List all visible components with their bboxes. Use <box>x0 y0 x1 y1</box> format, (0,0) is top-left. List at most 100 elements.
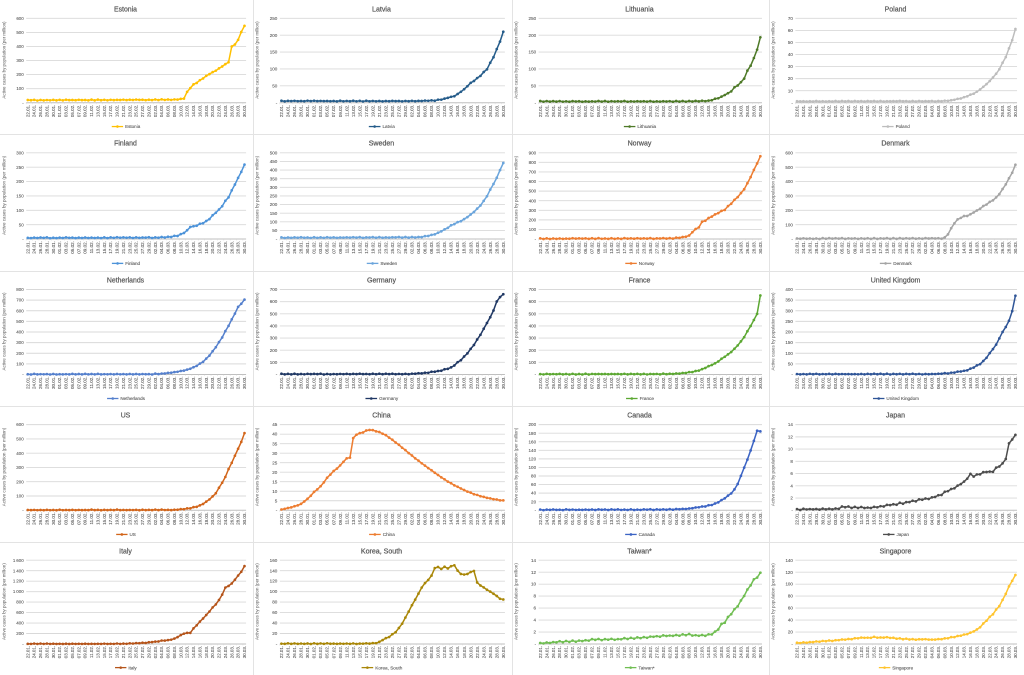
svg-text:35: 35 <box>272 441 278 446</box>
svg-text:12.03.: 12.03. <box>442 646 447 658</box>
svg-text:19.02.: 19.02. <box>370 512 375 525</box>
svg-text:09.02.: 09.02. <box>852 377 857 389</box>
svg-text:180: 180 <box>529 431 537 436</box>
svg-text:Active cases by population (pe: Active cases by population (per million) <box>514 155 519 234</box>
svg-text:19.02.: 19.02. <box>885 105 890 117</box>
svg-text:19.02.: 19.02. <box>628 241 633 254</box>
svg-text:18.03.: 18.03. <box>974 377 979 389</box>
svg-text:25.02.: 25.02. <box>648 241 653 254</box>
svg-text:12.03.: 12.03. <box>700 512 705 525</box>
svg-text:26.01.: 26.01. <box>807 377 812 389</box>
svg-text:50: 50 <box>531 83 537 88</box>
svg-text:15.02.: 15.02. <box>872 512 877 525</box>
svg-text:29.02.: 29.02. <box>661 105 666 117</box>
svg-text:08.03.: 08.03. <box>942 105 947 117</box>
svg-text:500: 500 <box>16 436 24 441</box>
svg-text:12.03.: 12.03. <box>185 512 190 525</box>
svg-text:24.03.: 24.03. <box>223 512 228 525</box>
svg-text:6: 6 <box>534 606 537 611</box>
svg-text:02.03.: 02.03. <box>153 377 158 390</box>
svg-text:09.02.: 09.02. <box>852 646 857 658</box>
svg-text:15.02.: 15.02. <box>102 646 107 658</box>
svg-text:200: 200 <box>785 330 793 335</box>
svg-text:01.02.: 01.02. <box>827 646 832 658</box>
svg-text:15.02.: 15.02. <box>102 377 107 390</box>
svg-text:27.02.: 27.02. <box>140 241 145 254</box>
svg-text:29.02.: 29.02. <box>147 512 152 525</box>
svg-text:19.02.: 19.02. <box>885 377 890 389</box>
svg-text:18.03.: 18.03. <box>974 512 979 525</box>
svg-text:10.03.: 10.03. <box>178 646 183 658</box>
svg-text:07.02.: 07.02. <box>846 105 851 117</box>
svg-text:6: 6 <box>790 471 793 476</box>
svg-text:30.01.: 30.01. <box>51 646 56 658</box>
svg-text:19.02.: 19.02. <box>885 512 890 525</box>
svg-text:Lithuania: Lithuania <box>625 6 654 13</box>
svg-text:-: - <box>22 508 24 513</box>
svg-text:20.03.: 20.03. <box>981 646 986 658</box>
svg-text:26.01.: 26.01. <box>292 105 297 117</box>
svg-text:10.03.: 10.03. <box>178 105 183 117</box>
svg-text:17.02.: 17.02. <box>364 105 369 117</box>
svg-text:-: - <box>535 372 537 377</box>
svg-text:05.02.: 05.02. <box>840 377 845 389</box>
svg-text:13.02.: 13.02. <box>96 241 101 254</box>
svg-text:09.02.: 09.02. <box>83 105 88 117</box>
svg-text:14.03.: 14.03. <box>191 377 196 390</box>
svg-text:15.02.: 15.02. <box>102 241 107 254</box>
svg-text:26.01.: 26.01. <box>38 377 43 390</box>
svg-text:01.02.: 01.02. <box>570 512 575 525</box>
svg-text:04.03.: 04.03. <box>674 241 679 254</box>
svg-text:26.03.: 26.03. <box>1000 105 1005 117</box>
svg-text:14.03.: 14.03. <box>962 512 967 525</box>
svg-text:24.01.: 24.01. <box>286 377 291 389</box>
svg-text:08.03.: 08.03. <box>687 646 692 658</box>
svg-text:20.03.: 20.03. <box>468 241 473 254</box>
svg-text:11.02.: 11.02. <box>89 512 94 524</box>
svg-text:Denmark: Denmark <box>893 261 912 266</box>
svg-text:06.03.: 06.03. <box>936 241 941 254</box>
svg-text:20.03.: 20.03. <box>981 512 986 525</box>
svg-text:14.03.: 14.03. <box>191 241 196 254</box>
svg-text:22.03.: 22.03. <box>217 377 222 390</box>
svg-text:29.02.: 29.02. <box>403 241 408 254</box>
svg-text:26.03.: 26.03. <box>488 241 493 254</box>
svg-text:22.03.: 22.03. <box>475 105 480 117</box>
svg-text:United Kingdom: United Kingdom <box>871 277 921 284</box>
svg-text:01.02.: 01.02. <box>57 105 62 117</box>
svg-text:30.03.: 30.03. <box>501 646 506 658</box>
svg-text:29.02.: 29.02. <box>147 241 152 254</box>
svg-text:24.01.: 24.01. <box>286 512 291 525</box>
svg-text:20.03.: 20.03. <box>726 646 731 658</box>
svg-text:19.02.: 19.02. <box>628 105 633 117</box>
svg-text:30.03.: 30.03. <box>242 377 247 390</box>
svg-text:11.02.: 11.02. <box>859 646 864 658</box>
svg-text:03.02.: 03.02. <box>577 377 582 389</box>
svg-text:29.02.: 29.02. <box>917 377 922 389</box>
svg-text:40: 40 <box>788 618 793 623</box>
svg-text:12.03.: 12.03. <box>955 512 960 525</box>
svg-text:22.01.: 22.01. <box>25 241 30 254</box>
svg-text:600: 600 <box>270 299 278 304</box>
svg-text:24.03.: 24.03. <box>994 512 999 525</box>
svg-text:28.03.: 28.03. <box>1007 241 1012 254</box>
svg-text:400: 400 <box>529 198 537 203</box>
svg-text:22.03.: 22.03. <box>987 512 992 525</box>
svg-text:22.01.: 22.01. <box>25 512 30 525</box>
svg-text:17.02.: 17.02. <box>878 512 883 525</box>
svg-text:15.02.: 15.02. <box>357 377 362 389</box>
svg-text:21.02.: 21.02. <box>377 105 382 117</box>
svg-text:20.03.: 20.03. <box>468 646 473 658</box>
svg-text:14: 14 <box>531 558 537 563</box>
svg-text:28.01.: 28.01. <box>299 241 304 254</box>
svg-text:Active cases by population (pe: Active cases by population (per million) <box>255 21 260 99</box>
svg-text:07.02.: 07.02. <box>331 646 336 658</box>
svg-text:12.03.: 12.03. <box>700 646 705 658</box>
svg-text:26.03.: 26.03. <box>1000 377 1005 389</box>
svg-text:18.03.: 18.03. <box>462 512 467 525</box>
svg-text:27.02.: 27.02. <box>396 377 401 389</box>
svg-text:09.02.: 09.02. <box>338 512 343 525</box>
svg-text:09.02.: 09.02. <box>83 646 88 658</box>
svg-text:21.02.: 21.02. <box>891 512 896 525</box>
svg-text:22.03.: 22.03. <box>475 377 480 389</box>
